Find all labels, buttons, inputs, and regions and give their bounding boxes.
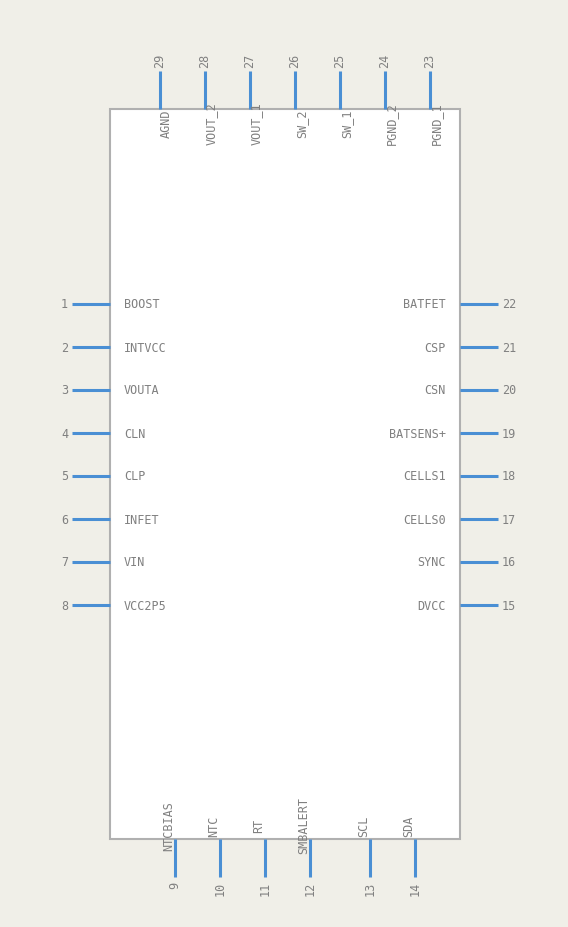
Text: SW_2: SW_2 (295, 109, 308, 138)
Text: VOUT_1: VOUT_1 (250, 103, 263, 146)
Text: PGND_2: PGND_2 (385, 103, 398, 146)
Text: VOUT_2: VOUT_2 (205, 103, 218, 146)
Text: 22: 22 (502, 298, 516, 311)
Text: 7: 7 (61, 556, 68, 569)
Text: VCC2P5: VCC2P5 (124, 599, 167, 612)
Text: 8: 8 (61, 599, 68, 612)
Text: 29: 29 (153, 54, 166, 68)
Text: CELLS0: CELLS0 (403, 513, 446, 526)
Text: CSN: CSN (425, 384, 446, 397)
Text: CLN: CLN (124, 427, 145, 440)
Text: BATSENS+: BATSENS+ (389, 427, 446, 440)
Text: 18: 18 (502, 470, 516, 483)
Text: AGND: AGND (160, 109, 173, 138)
Text: 16: 16 (502, 556, 516, 569)
Text: 25: 25 (333, 54, 346, 68)
Text: 21: 21 (502, 341, 516, 354)
Text: NTCBIAS: NTCBIAS (162, 800, 175, 850)
Text: 3: 3 (61, 384, 68, 397)
Text: 4: 4 (61, 427, 68, 440)
Bar (110, 110, 460, 839)
Text: SMBALERT: SMBALERT (297, 796, 310, 854)
Text: BATFET: BATFET (403, 298, 446, 311)
Text: 2: 2 (61, 341, 68, 354)
Text: INFET: INFET (124, 513, 160, 526)
Text: SYNC: SYNC (417, 556, 446, 569)
Text: CELLS1: CELLS1 (403, 470, 446, 483)
Text: 19: 19 (502, 427, 516, 440)
Text: 20: 20 (502, 384, 516, 397)
Text: DVCC: DVCC (417, 599, 446, 612)
Text: SDA: SDA (402, 815, 415, 836)
Text: 13: 13 (364, 881, 377, 895)
Text: BOOST: BOOST (124, 298, 160, 311)
Text: SCL: SCL (357, 815, 370, 836)
Text: 12: 12 (303, 881, 316, 895)
Text: RT: RT (252, 818, 265, 832)
Text: 23: 23 (424, 54, 436, 68)
Text: VIN: VIN (124, 556, 145, 569)
Text: 6: 6 (61, 513, 68, 526)
Text: 17: 17 (502, 513, 516, 526)
Text: 26: 26 (289, 54, 302, 68)
Text: SW_1: SW_1 (340, 109, 353, 138)
Text: NTC: NTC (207, 815, 220, 836)
Text: 27: 27 (244, 54, 257, 68)
Text: INTVCC: INTVCC (124, 341, 167, 354)
Text: 24: 24 (378, 54, 391, 68)
Text: VOUTA: VOUTA (124, 384, 160, 397)
Text: 10: 10 (214, 881, 227, 895)
Text: 28: 28 (198, 54, 211, 68)
Text: 15: 15 (502, 599, 516, 612)
Text: PGND_1: PGND_1 (430, 103, 443, 146)
Text: 14: 14 (408, 881, 421, 895)
Text: 5: 5 (61, 470, 68, 483)
Text: CLP: CLP (124, 470, 145, 483)
Text: 1: 1 (61, 298, 68, 311)
Text: CSP: CSP (425, 341, 446, 354)
Text: 9: 9 (169, 881, 182, 888)
Text: 11: 11 (258, 881, 272, 895)
